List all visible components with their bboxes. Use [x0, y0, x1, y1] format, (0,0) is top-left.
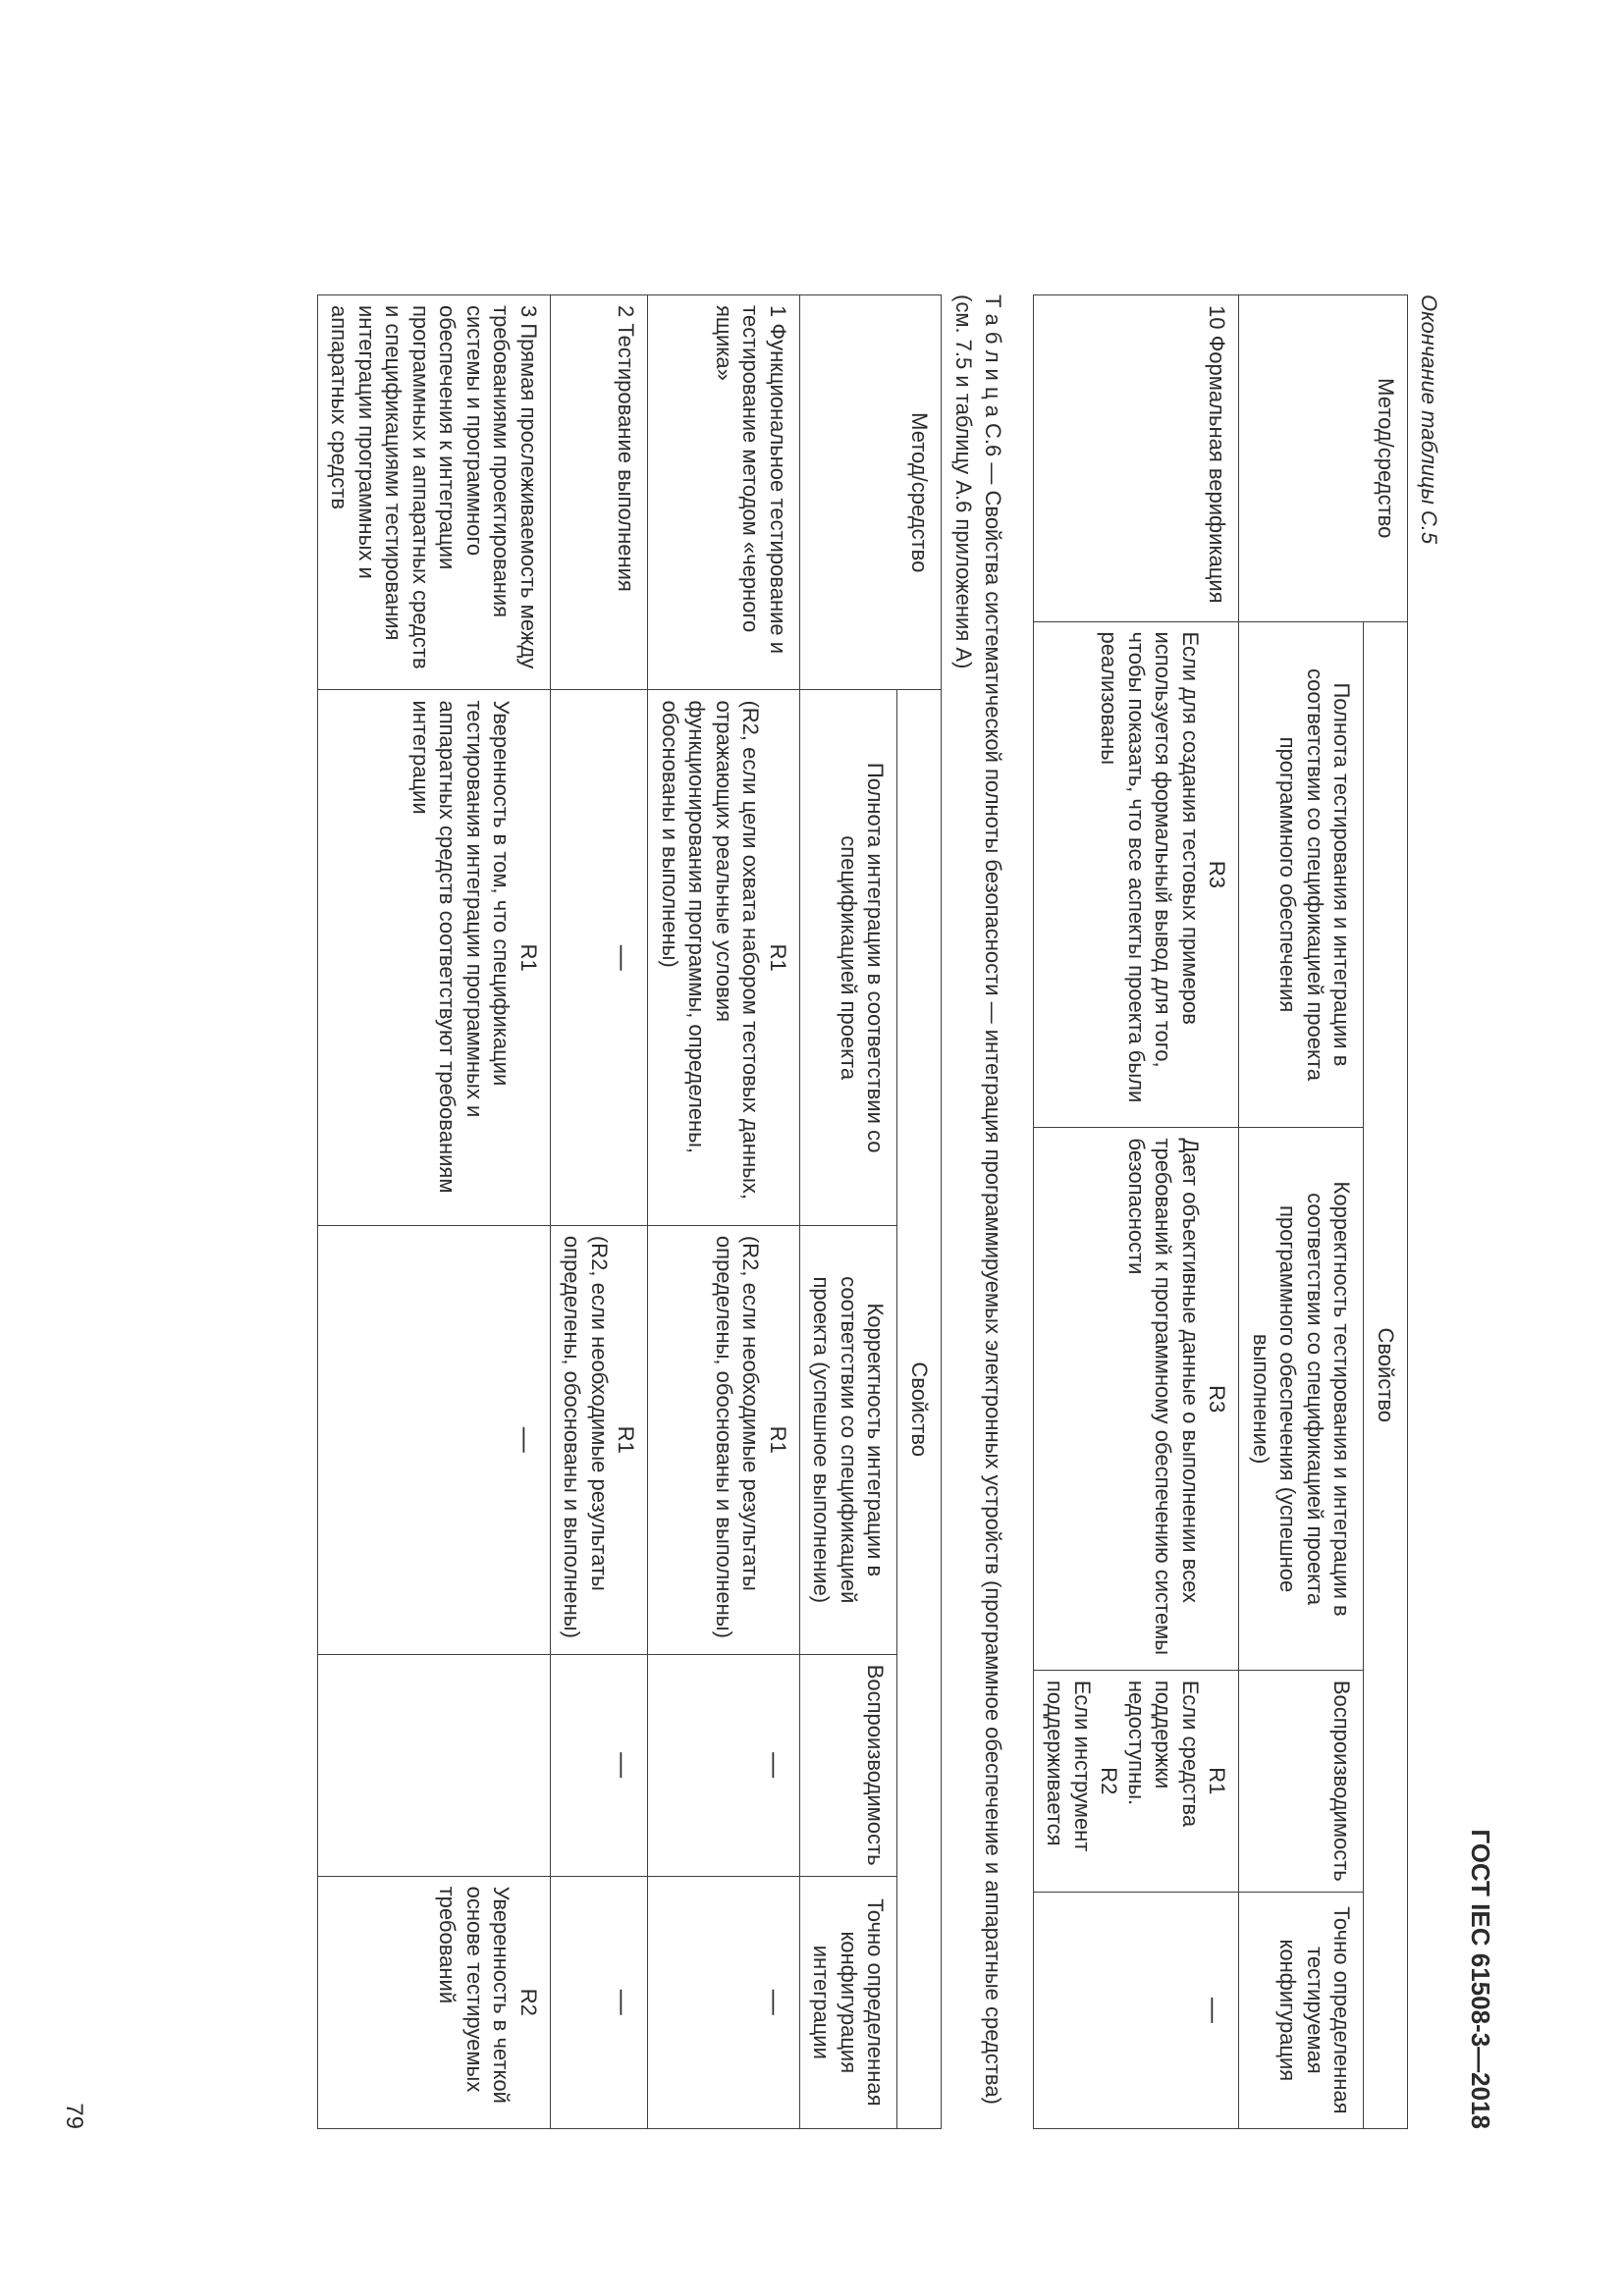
table-row: 10 Формальная верификация R3 Если для со…: [1034, 295, 1240, 2129]
cell-prop1: R1 Уверенность в том, что спецификации т…: [317, 690, 550, 1225]
cell-prop2: —: [317, 1225, 550, 1654]
table-header-row: Метод/средство Свойство: [897, 295, 942, 2129]
cell-prop1: —: [550, 690, 648, 1225]
cell-method: 10 Формальная верификация: [1034, 295, 1240, 622]
cell-prop3: [317, 1654, 550, 1876]
cell-prop3: R1 Если средства поддержки недоступны. R…: [1034, 1670, 1240, 1892]
cell-prop4: —: [648, 1876, 800, 2128]
cell-body: Дает объективные данные о выполнении все…: [1123, 1138, 1205, 1659]
cell-body: (R2, если необходимые результаты определ…: [559, 1236, 613, 1644]
table-row: 1 Функциональное тестирование и тестиров…: [648, 295, 800, 2129]
rating-label: R1: [764, 1236, 791, 1644]
col-method: Метод/средство: [799, 295, 941, 690]
cell-body: Если для создания тестовых примеров испо…: [1096, 632, 1204, 1118]
table-c6-title: Т а б л и ц а С.6 — Свойства систематиче…: [949, 294, 1007, 2129]
title-body: Свойства систематической полноты безопас…: [951, 294, 1005, 2105]
title-prefix: Т а б л и ц а С.6 —: [981, 294, 1005, 490]
cell-body: Уверенность в том, что спецификации тест…: [406, 700, 514, 1214]
table-c5-caption: Окончание таблицы С.5: [1416, 294, 1443, 2129]
table-c5: Метод/средство Свойство Полнота тестиров…: [1033, 294, 1408, 2129]
col-prop1: Полнота тестирования и интеграции в соот…: [1239, 621, 1364, 1128]
col-property-group: Свойство: [1364, 621, 1408, 2129]
cell-method: 3 Прямая прослеживаемость между требован…: [317, 295, 550, 690]
col-prop2: Корректность тестирования и интеграции в…: [1239, 1128, 1364, 1670]
rating-label: R1: [514, 700, 542, 1214]
table-row: 2 Тестирование выполнения — R1 (R2, если…: [550, 295, 648, 2129]
cell-prop1: R3 Если для создания тестовых примеров и…: [1034, 621, 1240, 1128]
cell-prop2: R3 Дает объективные данные о выполнении …: [1034, 1128, 1240, 1670]
cell-body: (R2, если цели охвата набором тестовых д…: [656, 700, 764, 1214]
col-method: Метод/средство: [1239, 295, 1408, 622]
cell-prop2: R1 (R2, если необходимые результаты опре…: [648, 1225, 800, 1654]
cell-prop4: —: [550, 1876, 648, 2128]
col-property-group: Свойство: [897, 690, 942, 2129]
col-prop2: Корректность интеграции в соответствии с…: [799, 1225, 897, 1654]
table-row: 3 Прямая прослеживаемость между требован…: [317, 295, 550, 2129]
page-number: 79: [59, 2103, 88, 2129]
col-prop3: Воспроизводимость: [799, 1654, 897, 1876]
col-prop4: Точно определенная тестируемая конфигура…: [1239, 1892, 1364, 2128]
cell-prop3: —: [648, 1654, 800, 1876]
rating-label: R3: [1204, 632, 1231, 1118]
cell-prop4: R2 Уверенность в четкой основе тестируем…: [317, 1876, 550, 2128]
rating-label: R3: [1204, 1138, 1231, 1659]
rating-label: R1: [764, 700, 791, 1214]
cell-prop4: —: [1034, 1892, 1240, 2128]
col-prop3: Воспроизводимость: [1239, 1670, 1364, 1892]
cell-method: 2 Тестирование выполнения: [550, 295, 648, 690]
cell-prop1: R1 (R2, если цели охвата набором тестовы…: [648, 690, 800, 1225]
cell-body: Если средства поддержки недоступны.: [1123, 1681, 1205, 1882]
rating-label: R2: [514, 1887, 542, 2118]
rating-label: R2: [1096, 1681, 1123, 1882]
col-prop4: Точно определенная конфигурация интеграц…: [799, 1876, 897, 2128]
document-header: ГОСТ IEC 61508-3—2018: [1465, 294, 1497, 2129]
cell-method: 1 Функциональное тестирование и тестиров…: [648, 295, 800, 690]
cell-body: (R2, если необходимые результаты определ…: [710, 1236, 764, 1644]
cell-body: Уверенность в четкой основе тестируемых …: [434, 1887, 515, 2118]
cell-prop2: R1 (R2, если необходимые результаты опре…: [550, 1225, 648, 1654]
cell-body: Если инструмент поддерживается: [1042, 1681, 1096, 1882]
cell-prop3: —: [550, 1654, 648, 1876]
rating-label: R1: [613, 1236, 640, 1644]
table-header-row: Метод/средство Свойство: [1364, 295, 1408, 2129]
col-prop1: Полнота интеграции в соответствии со спе…: [799, 690, 897, 1225]
table-c6: Метод/средство Свойство Полнота интеграц…: [317, 294, 942, 2129]
rating-label: R1: [1204, 1681, 1231, 1882]
